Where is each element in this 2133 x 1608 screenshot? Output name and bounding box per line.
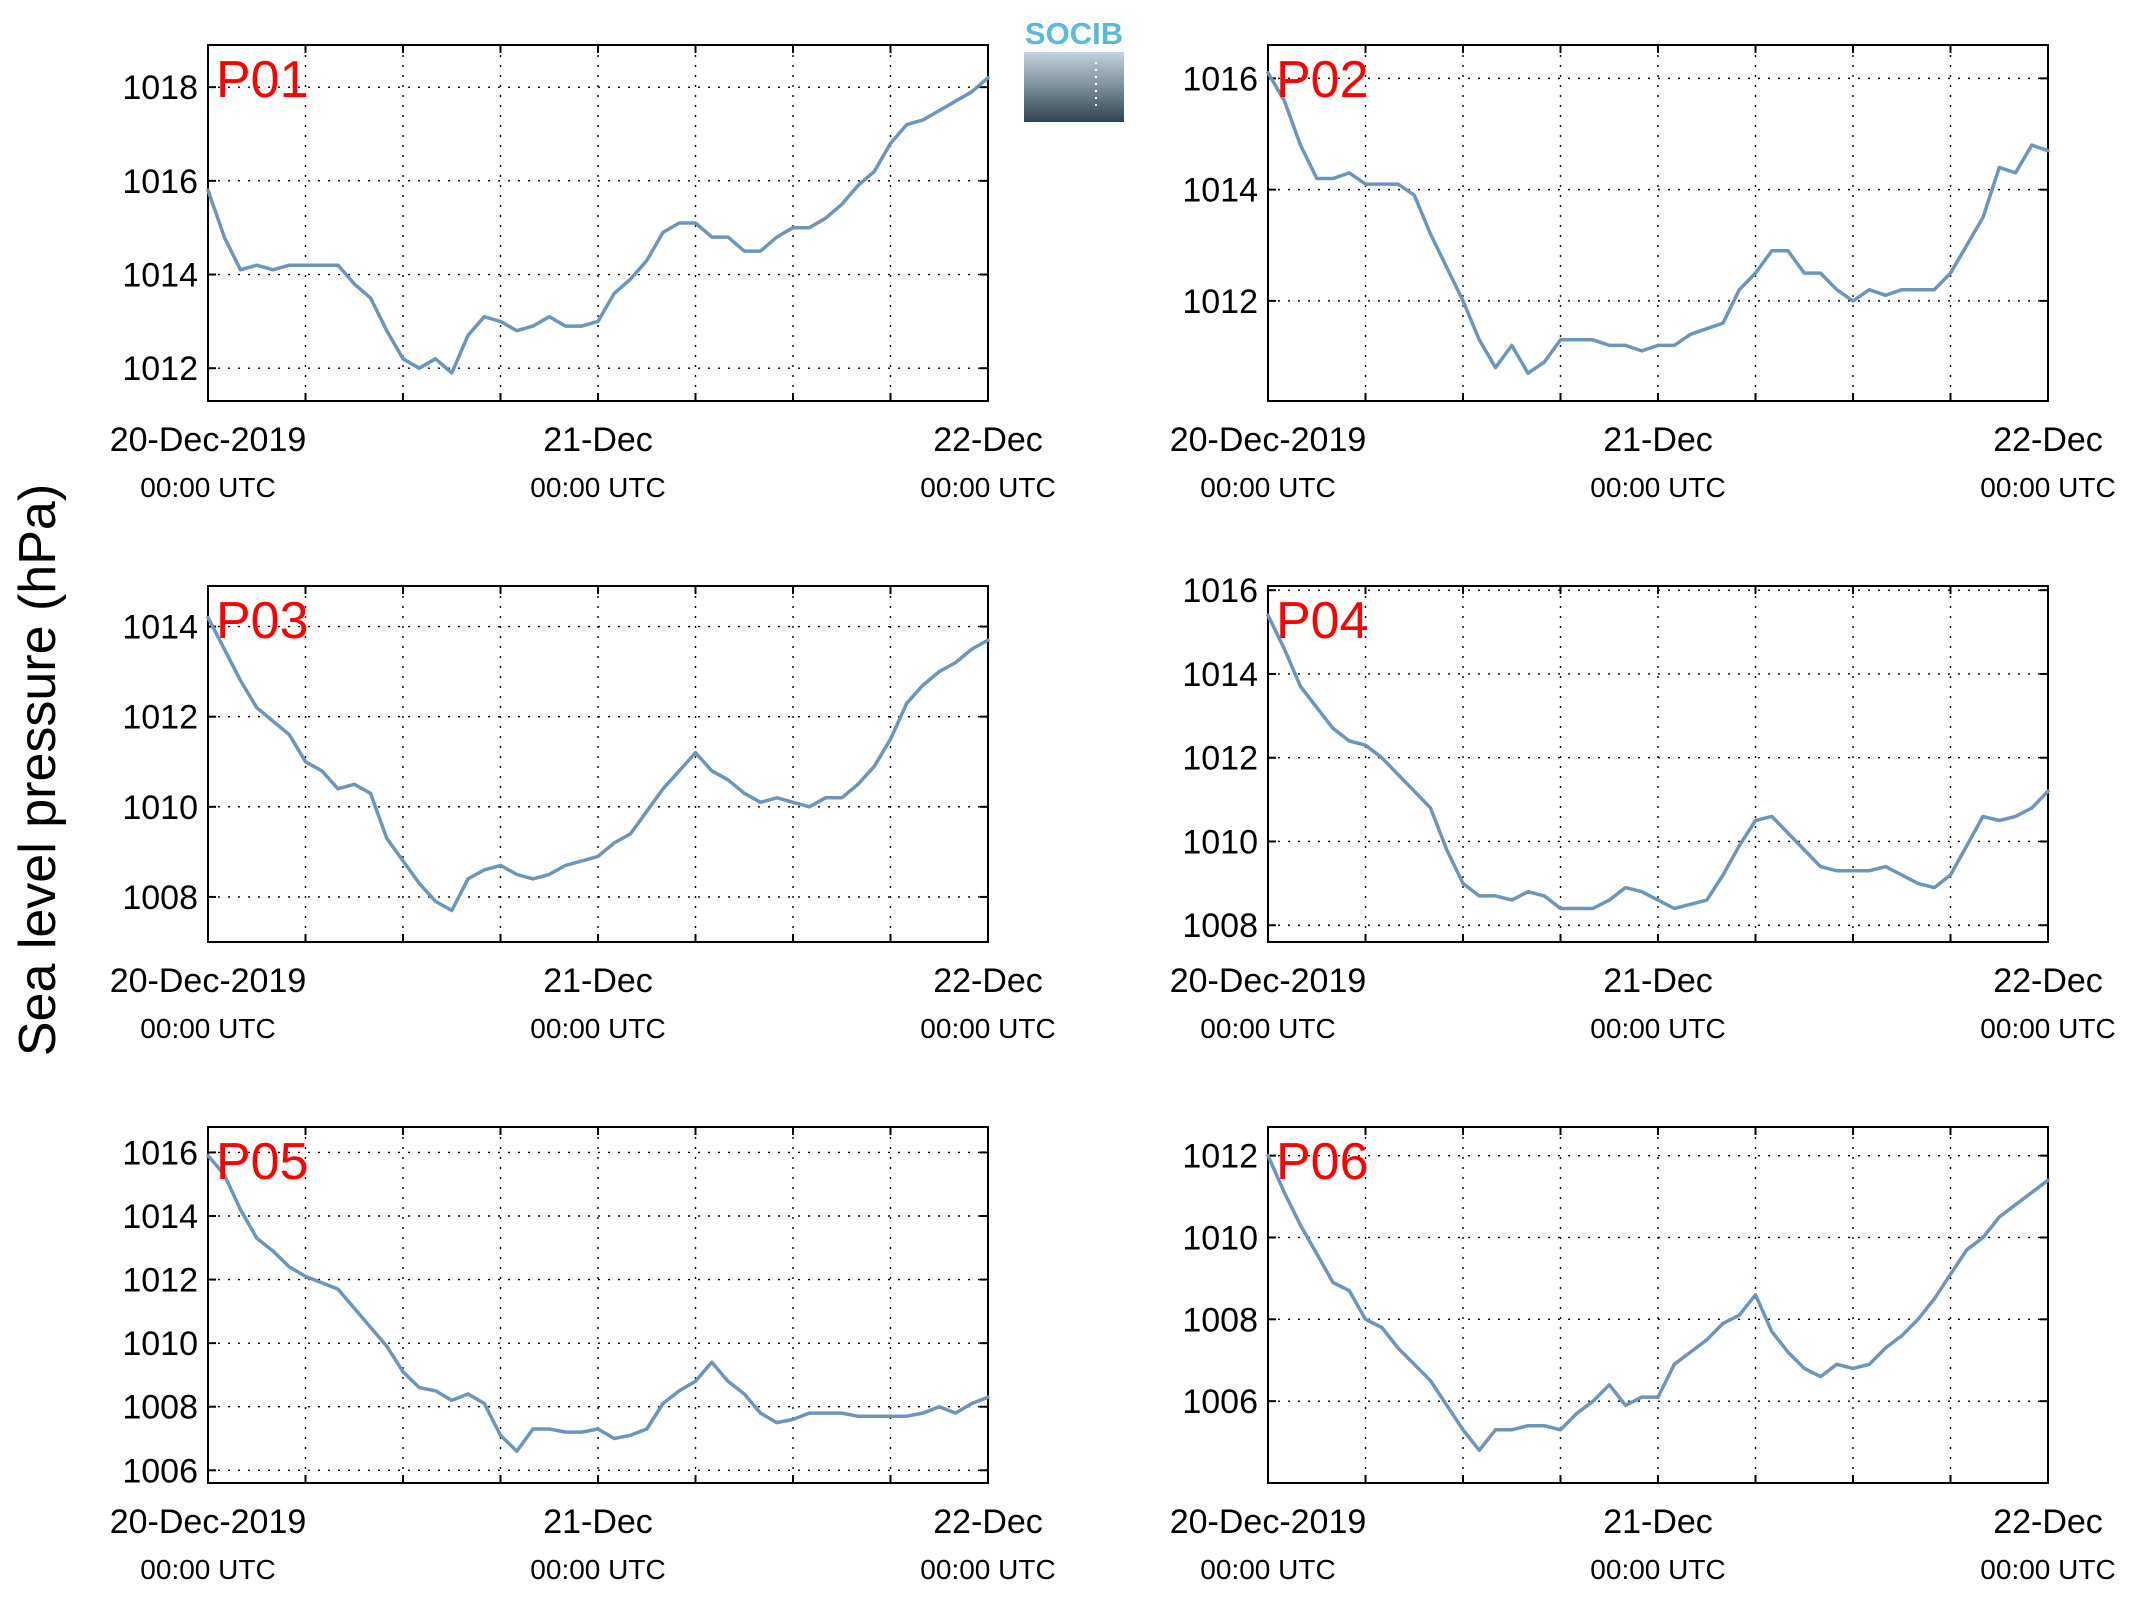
x-tick-date-label: 22-Dec [933, 1503, 1043, 1541]
y-tick-label: 1014 [122, 257, 198, 295]
x-tick-date-label: 22-Dec [1993, 962, 2103, 1000]
x-tick-time-label: 00:00 UTC [1200, 1013, 1335, 1044]
x-tick-time-label: 00:00 UTC [530, 1013, 665, 1044]
plot-area [1267, 44, 2049, 402]
x-tick-date-label: 21-Dec [1603, 421, 1713, 459]
panel-p01: 1012 1014 1016 1018 20-Dec-2019 00:00 UTC 21-D… [110, 44, 1056, 503]
y-tick-label: 1012 [1182, 740, 1258, 778]
x-tick-time-label: 00:00 UTC [140, 472, 275, 503]
plot-area [1267, 1126, 2049, 1484]
x-tick-date-label: 20-Dec-2019 [1170, 421, 1367, 459]
pressure-series-line [1266, 1153, 2050, 1453]
pressure-series-line [1266, 613, 2050, 911]
x-tick-date-label: 20-Dec-2019 [110, 1503, 307, 1541]
pressure-series-line [206, 76, 990, 375]
x-tick-date-label: 22-Dec [933, 421, 1043, 459]
panel-p02: 1012 1014 1016 20-Dec-2019 00:00 UTC 21-Dec 00… [1170, 44, 2116, 503]
x-tick-time-label: 00:00 UTC [1590, 1554, 1725, 1585]
y-tick-label: 1016 [1182, 60, 1258, 98]
x-tick-date-label: 22-Dec [933, 962, 1043, 1000]
panel-label: P06 [1276, 1133, 1369, 1191]
panels: 1012 1014 1016 1018 20-Dec-2019 00:00 UTC 21-D… [110, 44, 2116, 1585]
x-tick-time-label: 00:00 UTC [140, 1013, 275, 1044]
panel-label: P03 [216, 592, 309, 650]
panel-label: P04 [1276, 592, 1369, 650]
panel-label: P02 [1276, 51, 1369, 109]
y-tick-label: 1010 [122, 1325, 198, 1363]
y-tick-label: 1012 [122, 350, 198, 388]
x-tick-date-label: 21-Dec [1603, 962, 1713, 1000]
panel-p06: 1006 1008 1010 1012 20-Dec-2019 00:00 UTC 21-D… [1170, 1126, 2116, 1585]
x-tick-time-label: 00:00 UTC [920, 472, 1055, 503]
y-tick-label: 1014 [1182, 656, 1258, 694]
x-tick-date-label: 20-Dec-2019 [1170, 1503, 1367, 1541]
y-tick-label: 1008 [1182, 1301, 1258, 1339]
x-tick-date-label: 20-Dec-2019 [110, 962, 307, 1000]
x-tick-date-label: 21-Dec [1603, 1503, 1713, 1541]
pressure-series-line [1266, 71, 2050, 375]
x-tick-time-label: 00:00 UTC [1980, 472, 2115, 503]
x-tick-date-label: 21-Dec [543, 962, 653, 1000]
y-tick-label: 1012 [1182, 1138, 1258, 1176]
y-tick-label: 1014 [1182, 172, 1258, 210]
y-tick-label: 1016 [122, 1134, 198, 1172]
panel-p04: 1008 1010 1012 1014 1016 20-Dec-2019 00:00 UTC… [1170, 572, 2116, 1044]
x-tick-date-label: 21-Dec [543, 421, 653, 459]
x-tick-date-label: 20-Dec-2019 [1170, 962, 1367, 1000]
y-tick-label: 1014 [122, 609, 198, 647]
y-tick-label: 1006 [1182, 1383, 1258, 1421]
y-tick-label: 1016 [122, 163, 198, 201]
x-tick-time-label: 00:00 UTC [1980, 1554, 2115, 1585]
y-tick-label: 1014 [122, 1198, 198, 1236]
x-tick-time-label: 00:00 UTC [1590, 472, 1725, 503]
y-tick-label: 1012 [122, 699, 198, 737]
x-tick-time-label: 00:00 UTC [920, 1554, 1055, 1585]
x-tick-time-label: 00:00 UTC [530, 1554, 665, 1585]
pressure-series-line [206, 1153, 990, 1453]
logo-text: SOCIB [1025, 16, 1123, 51]
y-axis-label: Sea level pressure (hPa) [9, 484, 67, 1056]
x-tick-time-label: 00:00 UTC [1590, 1013, 1725, 1044]
plot-area [1267, 585, 2049, 943]
plot-area [207, 1126, 989, 1484]
y-tick-label: 1008 [122, 1389, 198, 1427]
x-tick-time-label: 00:00 UTC [1980, 1013, 2115, 1044]
x-tick-date-label: 22-Dec [1993, 421, 2103, 459]
x-tick-time-label: 00:00 UTC [530, 472, 665, 503]
y-tick-label: 1012 [122, 1262, 198, 1300]
plot-area [207, 44, 989, 402]
x-tick-date-label: 20-Dec-2019 [110, 421, 307, 459]
x-tick-time-label: 00:00 UTC [140, 1554, 275, 1585]
y-tick-label: 1008 [1182, 907, 1258, 945]
y-tick-label: 1010 [122, 789, 198, 827]
y-tick-label: 1010 [1182, 823, 1258, 861]
x-tick-time-label: 00:00 UTC [1200, 1554, 1335, 1585]
y-tick-label: 1008 [122, 879, 198, 917]
logo-gradient-block [1024, 52, 1124, 122]
socib-logo: SOCIB [1024, 16, 1124, 122]
panel-label: P01 [216, 51, 309, 109]
y-tick-label: 1012 [1182, 283, 1258, 321]
y-tick-label: 1018 [122, 69, 198, 107]
y-tick-label: 1010 [1182, 1219, 1258, 1257]
x-tick-time-label: 00:00 UTC [1200, 472, 1335, 503]
y-tick-label: 1016 [1182, 572, 1258, 610]
panel-label: P05 [216, 1133, 309, 1191]
x-tick-date-label: 21-Dec [543, 1503, 653, 1541]
y-tick-label: 1006 [122, 1452, 198, 1490]
panel-p03: 1008 1010 1012 1014 20-Dec-2019 00:00 UTC 21-D… [110, 585, 1056, 1044]
plot-area [207, 585, 989, 943]
x-tick-time-label: 00:00 UTC [920, 1013, 1055, 1044]
pressure-series-line [206, 615, 990, 913]
x-tick-date-label: 22-Dec [1993, 1503, 2103, 1541]
panel-p05: 1006 1008 1010 1012 1014 1016 20-Dec-2019 00:00… [110, 1126, 1056, 1585]
